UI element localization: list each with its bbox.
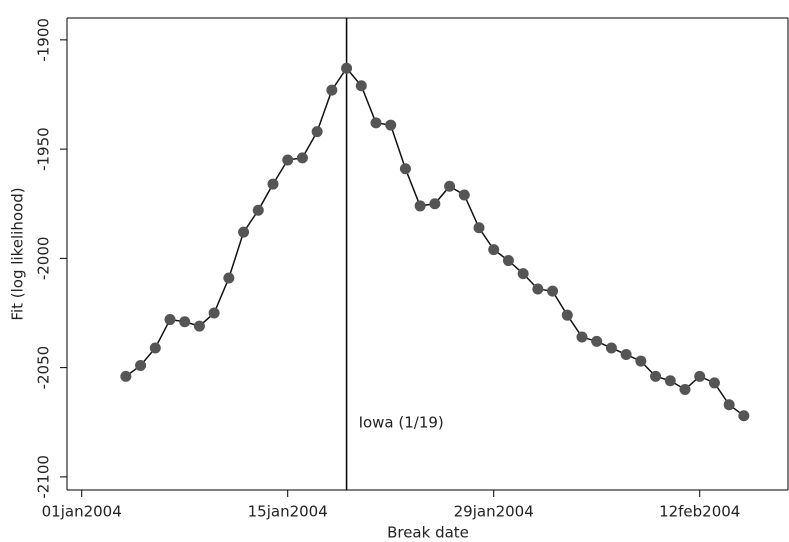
x-tick-label: 01jan2004	[42, 503, 122, 521]
x-axis-title: Break date	[387, 524, 469, 542]
data-point	[164, 314, 176, 326]
data-point	[605, 342, 617, 354]
data-point	[120, 370, 132, 382]
data-point	[296, 152, 308, 164]
data-point	[547, 285, 559, 297]
data-point	[723, 399, 735, 411]
y-axis-title: Fit (log likelihood)	[9, 187, 27, 320]
y-tick-label: -2050	[35, 346, 53, 390]
data-point	[399, 163, 411, 175]
data-point	[502, 255, 514, 267]
x-tick-label: 29jan2004	[454, 503, 534, 521]
data-point	[135, 359, 147, 371]
data-point	[650, 370, 662, 382]
data-point	[282, 154, 294, 166]
data-point	[664, 375, 676, 387]
data-point	[679, 383, 691, 395]
annotation-label: Iowa (1/19)	[359, 414, 444, 432]
data-point	[223, 272, 235, 284]
x-tick-label: 12feb2004	[659, 503, 740, 521]
data-point	[193, 320, 205, 332]
data-point	[252, 204, 264, 216]
y-tick-label: -2100	[35, 455, 53, 499]
data-point	[458, 189, 470, 201]
data-point	[341, 62, 353, 74]
data-point	[561, 309, 573, 321]
data-point	[635, 355, 647, 367]
data-point	[473, 222, 485, 234]
data-point	[576, 331, 588, 343]
x-tick-label: 15jan2004	[248, 503, 328, 521]
data-point	[429, 198, 441, 210]
data-point	[488, 244, 500, 256]
data-point	[267, 178, 279, 190]
data-point	[385, 119, 397, 131]
data-point	[414, 200, 426, 212]
data-point	[311, 126, 323, 138]
y-tick-label: -2000	[35, 237, 53, 281]
data-point	[370, 117, 382, 129]
data-point	[532, 283, 544, 295]
data-point	[326, 84, 338, 96]
y-tick-label: -1900	[35, 18, 53, 62]
data-point	[208, 307, 220, 319]
y-tick-label: -1950	[35, 127, 53, 171]
data-point	[708, 377, 720, 389]
data-point	[238, 226, 250, 238]
data-point	[517, 268, 529, 280]
data-point	[444, 180, 456, 192]
data-point	[591, 335, 603, 347]
data-point	[738, 410, 750, 422]
data-point	[149, 342, 161, 354]
series-line	[125, 67, 745, 417]
data-point	[179, 316, 191, 328]
data-point	[355, 80, 367, 92]
data-point	[620, 349, 632, 361]
data-point	[694, 370, 706, 382]
